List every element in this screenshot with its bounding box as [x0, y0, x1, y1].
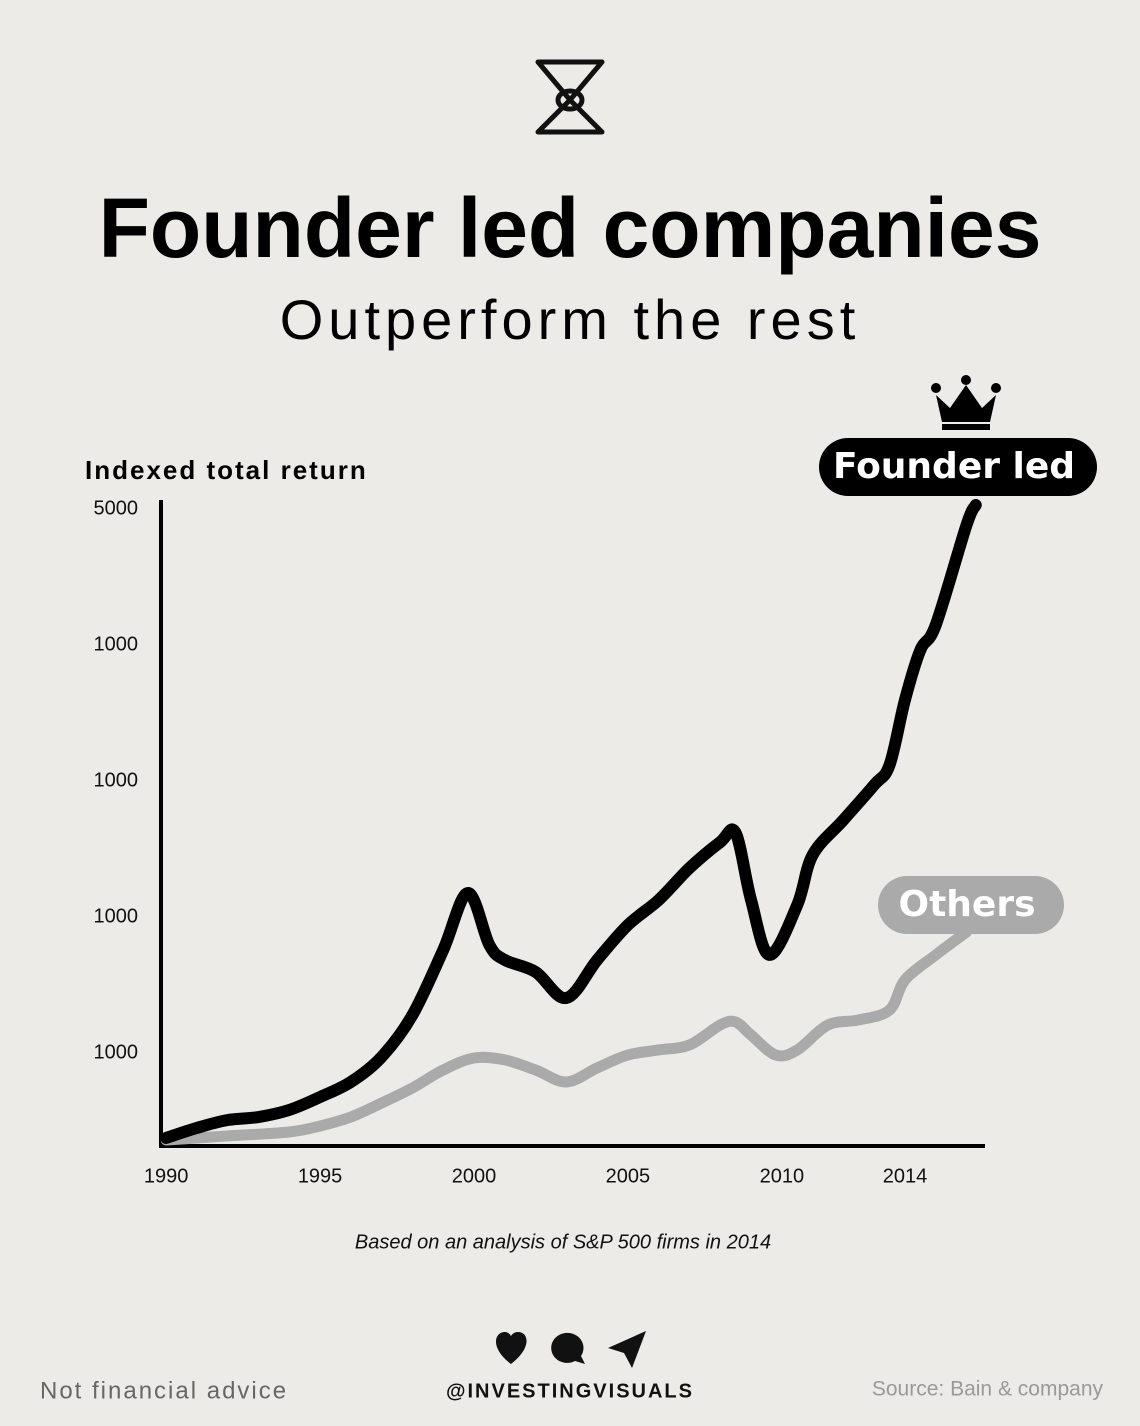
y-tick-label: 1000 [94, 905, 139, 927]
legend-badge [878, 876, 1064, 934]
x-tick-label: 2000 [452, 1165, 497, 1187]
y-tick-label: 1000 [94, 769, 139, 791]
y-axis-label: Indexed total return [85, 455, 368, 485]
x-tick-label: 2005 [606, 1165, 651, 1187]
series-line [160, 926, 973, 1146]
y-tick-label: 1000 [94, 1041, 139, 1063]
crown-dot [991, 383, 1001, 393]
x-tick-label: 1990 [144, 1165, 189, 1187]
series-line [160, 499, 982, 1144]
x-tick-label: 2014 [883, 1165, 928, 1187]
y-tick-label: 5000 [94, 497, 139, 519]
title: Founder led companies [99, 181, 1042, 275]
logo [535, 59, 605, 135]
x-tick-label: 2010 [760, 1165, 805, 1187]
y-tick-label: 1000 [94, 633, 139, 655]
crown-icon [936, 385, 996, 430]
legend-badge [819, 438, 1097, 496]
disclaimer: Not financial advice [40, 1377, 288, 1404]
handle: @INVESTINGVISUALS [446, 1380, 694, 1402]
subtitle: Outperform the rest [280, 288, 861, 351]
crown-dot [961, 375, 971, 385]
legend-label: Founder led [833, 446, 1075, 487]
crown-dot [931, 383, 941, 393]
legend-label: Others [898, 884, 1035, 925]
source: Source: Bain & company [872, 1378, 1104, 1401]
x-tick-label: 1995 [298, 1165, 343, 1187]
footnote: Based on an analysis of S&P 500 firms in… [355, 1231, 771, 1253]
social-icons [495, 1331, 646, 1368]
